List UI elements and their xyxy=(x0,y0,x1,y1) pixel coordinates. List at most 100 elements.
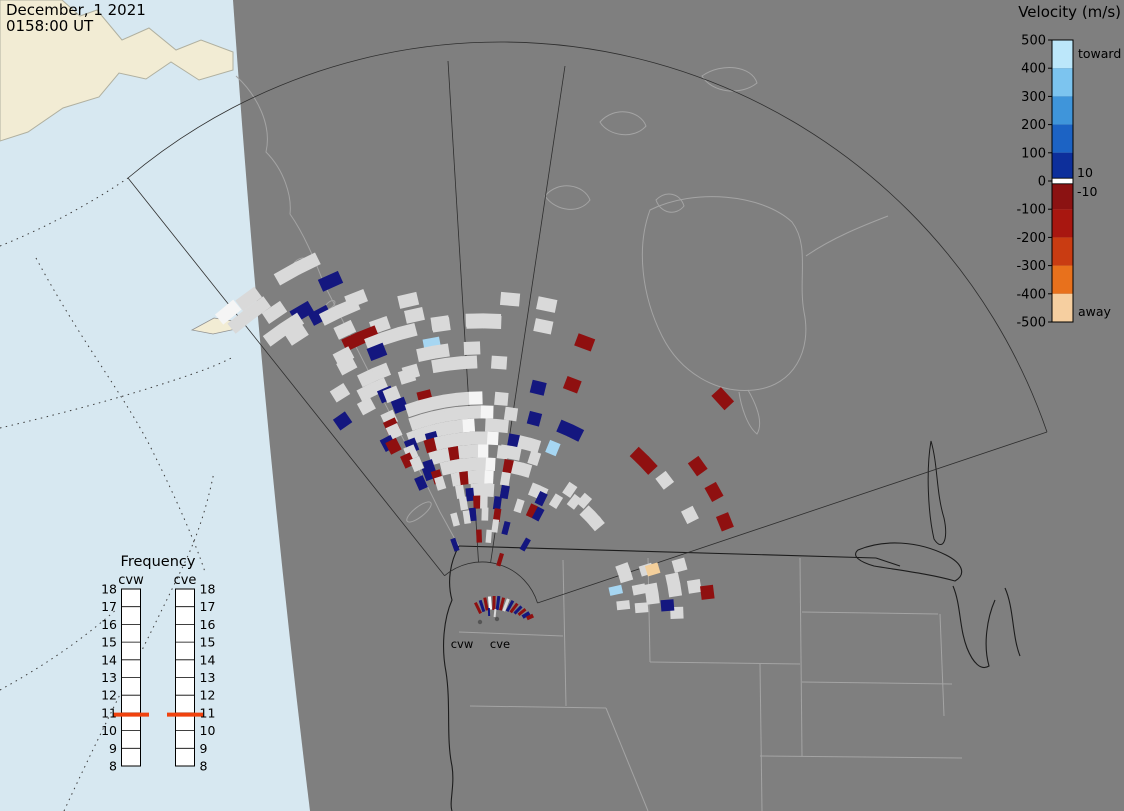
scatter-cell-near-range xyxy=(495,595,501,611)
scatter-cell-near-range xyxy=(493,608,497,618)
scatter-cell xyxy=(262,323,288,347)
scatter-cell xyxy=(468,507,477,522)
radar-site-dot-cve xyxy=(494,616,500,622)
scatter-cell xyxy=(404,400,422,418)
frequency-tick-label: 13 xyxy=(101,670,117,685)
frequency-tick-label: 9 xyxy=(109,741,117,756)
scatter-cell xyxy=(503,406,519,422)
state-border xyxy=(562,559,567,707)
state-border xyxy=(458,631,564,637)
scatter-cell-near-range xyxy=(505,600,515,612)
scatter-cell xyxy=(485,529,492,543)
scatter-cell xyxy=(687,455,708,477)
scatter-cell xyxy=(588,515,605,532)
fov-left-edge xyxy=(127,177,445,576)
scatter-cell xyxy=(317,270,344,292)
velocity-tick-label: 300 xyxy=(1021,90,1046,105)
scatter-cell xyxy=(700,584,715,600)
velocity-color-segment xyxy=(1052,124,1073,153)
scatter-cell xyxy=(534,490,548,507)
scatter-cell xyxy=(473,495,482,509)
scatter-cell xyxy=(382,385,401,404)
velocity-tick-label: -400 xyxy=(1016,287,1046,302)
state-border xyxy=(801,611,939,615)
scatter-cell xyxy=(536,296,558,313)
scatter-cell xyxy=(665,572,681,587)
hudson-strait-coast xyxy=(805,215,889,257)
scatter-cell xyxy=(421,465,436,482)
scatter-cell xyxy=(467,457,478,472)
scatter-cell xyxy=(416,345,435,362)
velocity-tick-label: 100 xyxy=(1021,146,1046,161)
scatter-cell-near-range xyxy=(525,613,535,621)
scatter-cell xyxy=(455,391,471,406)
scatter-cell xyxy=(513,498,525,514)
scatter-cell xyxy=(409,456,425,473)
state-border xyxy=(469,705,607,709)
scatter-cell xyxy=(485,457,496,471)
graticule-dotted-lines xyxy=(0,177,234,811)
scatter-cell xyxy=(516,435,531,451)
frequency-tick-label: 17 xyxy=(200,599,216,614)
lake-winnipeg-outline xyxy=(927,440,947,545)
frequency-tick-label: 11 xyxy=(200,705,216,720)
date-label: December, 1 2021 xyxy=(6,1,146,19)
scatter-cell xyxy=(608,584,624,596)
state-border xyxy=(801,681,953,685)
toward-label: toward xyxy=(1078,46,1121,61)
frequency-tick-label: 15 xyxy=(101,635,117,650)
scatter-cell xyxy=(455,432,468,447)
scatter-cell xyxy=(686,578,702,594)
scatter-cell xyxy=(494,391,509,406)
scatter-cell xyxy=(455,484,466,499)
lake-michigan-outline xyxy=(952,585,996,668)
velocity-tick-label: -300 xyxy=(1016,259,1046,274)
frequency-tick-label: 9 xyxy=(200,741,208,756)
state-border xyxy=(649,661,801,665)
time-label: 0158:00 UT xyxy=(6,17,94,35)
scatter-cell-near-range xyxy=(521,611,531,619)
scatter-cell xyxy=(566,493,582,510)
velocity-tick-label: -500 xyxy=(1016,316,1046,331)
pos-threshold-label: 10 xyxy=(1077,165,1093,180)
scatter-cell xyxy=(562,481,578,498)
frequency-tick-label: 13 xyxy=(200,670,216,685)
graticule-line xyxy=(0,356,234,429)
scatter-cell xyxy=(456,405,471,420)
frequency-tick-label: 16 xyxy=(200,617,216,632)
frequency-tick-label: 14 xyxy=(101,652,117,667)
scatter-cell xyxy=(468,405,482,419)
scatter-cell xyxy=(357,368,378,388)
backscatter-cells-layer xyxy=(214,252,735,621)
scatter-cell xyxy=(397,291,420,309)
scatter-cell xyxy=(461,355,478,370)
scatter-cell xyxy=(576,492,593,509)
scatter-cell xyxy=(329,382,351,403)
scatter-cell-near-range xyxy=(509,602,519,614)
scatter-cell xyxy=(434,475,447,491)
scatter-cell xyxy=(484,470,494,484)
scatter-cell xyxy=(499,471,511,487)
scatter-cell xyxy=(341,332,364,352)
scatter-cell-near-range xyxy=(492,595,496,611)
frequency-tick-label: 10 xyxy=(200,723,216,738)
scatter-cell xyxy=(414,475,428,491)
frequency-tick-label: 18 xyxy=(101,582,117,597)
scatter-cell xyxy=(463,341,481,355)
frequency-tick-label: 11 xyxy=(101,705,117,720)
scatter-cell xyxy=(459,471,470,486)
scatter-cell xyxy=(667,583,683,598)
frequency-tick-label: 15 xyxy=(200,635,216,650)
frequency-tick-label: 8 xyxy=(200,759,208,774)
frequency-tick-label: 14 xyxy=(200,652,216,667)
scatter-cell xyxy=(526,410,543,427)
scatter-cell xyxy=(491,519,500,533)
scatter-cell xyxy=(244,296,271,321)
scatter-cell xyxy=(681,505,699,525)
scatter-cell xyxy=(447,446,461,461)
timestamp: December, 1 2021 0158:00 UT xyxy=(6,1,146,35)
frequency-legend-title: Frequency xyxy=(121,554,196,570)
scatter-cell xyxy=(579,505,596,522)
velocity-color-segment xyxy=(1052,40,1073,69)
